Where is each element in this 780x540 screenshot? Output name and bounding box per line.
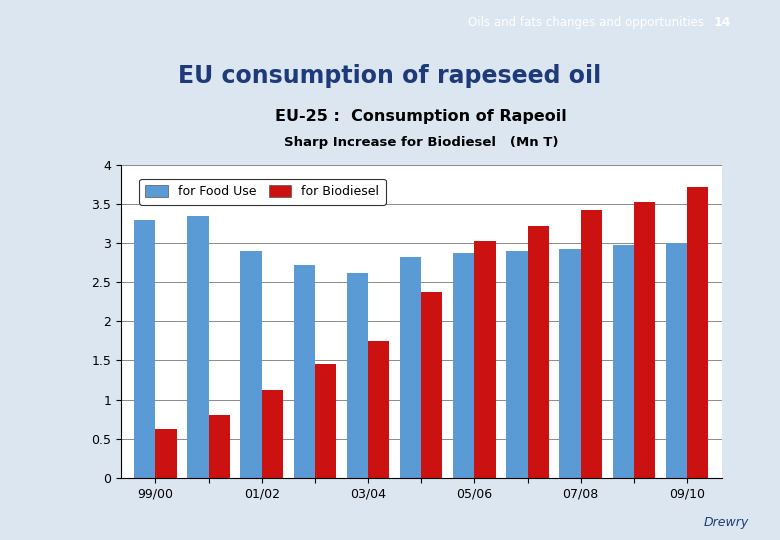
Text: Sharp Increase for Biodiesel   (Mn T): Sharp Increase for Biodiesel (Mn T): [284, 136, 558, 149]
Bar: [665, 243, 687, 478]
Text: EU consumption of rapeseed oil: EU consumption of rapeseed oil: [179, 64, 601, 88]
Text: Oils and fats changes and opportunities: Oils and fats changes and opportunities: [468, 16, 704, 29]
Bar: [347, 273, 368, 478]
Bar: [687, 187, 708, 478]
Bar: [506, 251, 527, 478]
Bar: [612, 245, 634, 478]
Bar: [453, 253, 474, 478]
Bar: [368, 341, 389, 478]
Bar: [187, 215, 208, 478]
Bar: [155, 429, 177, 478]
Bar: [527, 226, 549, 478]
Bar: [134, 220, 155, 478]
Bar: [580, 210, 602, 478]
Text: 14: 14: [714, 16, 731, 29]
Bar: [474, 241, 495, 478]
Bar: [208, 415, 230, 478]
Legend: for Food Use, for Biodiesel: for Food Use, for Biodiesel: [139, 179, 385, 205]
Bar: [315, 364, 336, 478]
Bar: [421, 292, 442, 478]
Text: EU-25 :  Consumption of Rapeoil: EU-25 : Consumption of Rapeoil: [275, 109, 567, 124]
Bar: [559, 249, 580, 478]
Text: Drewry: Drewry: [704, 516, 749, 530]
Bar: [293, 265, 315, 478]
Bar: [240, 251, 262, 478]
Bar: [262, 390, 283, 478]
Bar: [634, 202, 655, 478]
Bar: [400, 257, 421, 478]
